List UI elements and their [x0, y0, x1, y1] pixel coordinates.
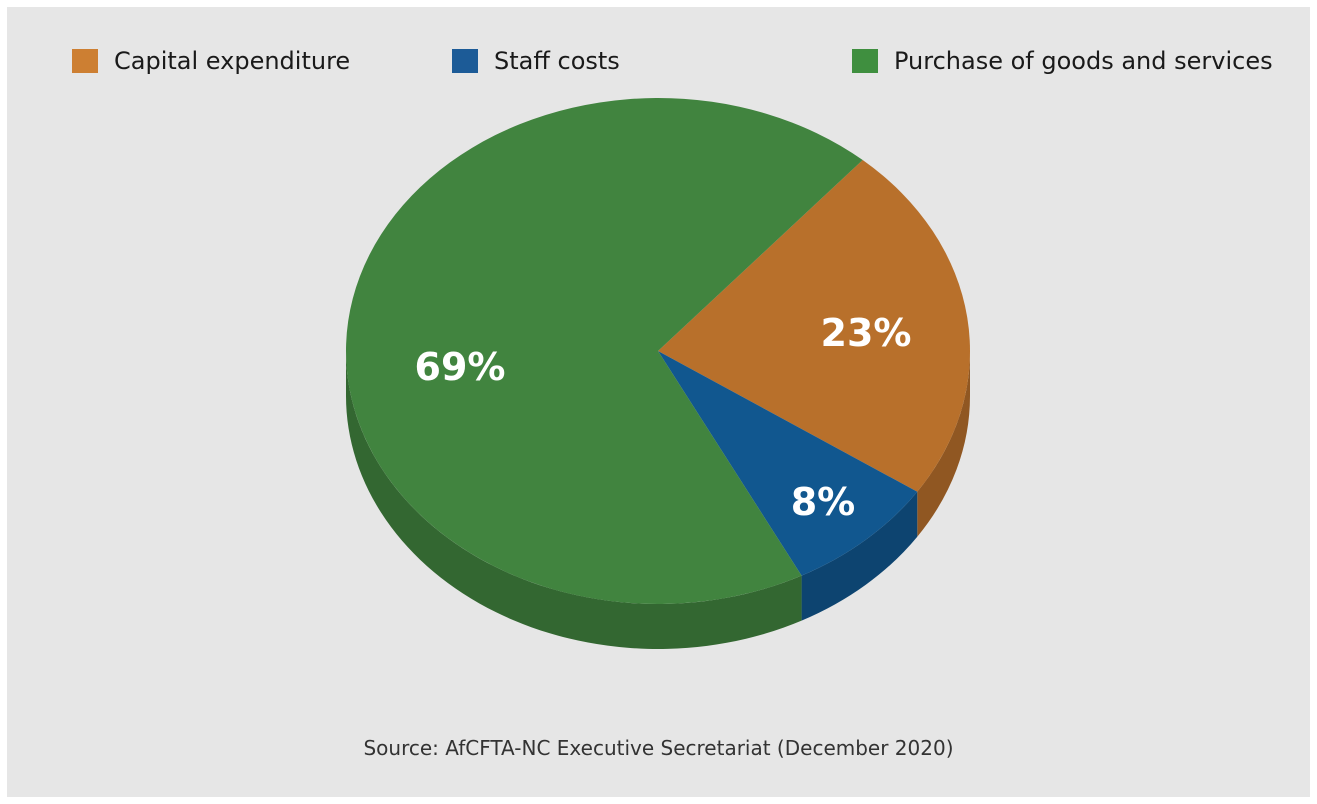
slice-label-2: 69%	[415, 345, 506, 389]
legend-label-staff-costs: Staff costs	[494, 47, 620, 75]
pie-side-2-0	[346, 351, 802, 649]
pie-tops	[346, 98, 971, 605]
legend-item-staff-costs: Staff costs	[452, 46, 620, 76]
source-note: Source: AfCFTA-NC Executive Secretariat …	[363, 736, 954, 760]
pie-sides	[346, 351, 970, 649]
pie-side-1-0	[801, 491, 918, 621]
legend-label-purchase-of-goods: Purchase of goods and services	[894, 47, 1273, 75]
pie-slice-0	[658, 160, 971, 492]
legend-item-capital-expenditure: Capital expenditure	[72, 46, 350, 76]
legend-label-capital-expenditure: Capital expenditure	[114, 47, 351, 75]
legend-item-purchase-of-goods: Purchase of goods and services	[852, 46, 1273, 76]
legend-swatch-capital-expenditure	[72, 49, 98, 73]
slice-label-0: 23%	[821, 311, 912, 355]
slice-label-1: 8%	[791, 480, 856, 524]
pie-labels: 23% 8% 69%	[415, 311, 912, 524]
pie-slice-2	[346, 98, 863, 605]
legend-swatch-staff-costs	[452, 49, 478, 73]
legend-swatch-purchase-of-goods	[852, 49, 878, 73]
pie-side-0-0	[917, 351, 970, 537]
pie-slice-1	[658, 351, 918, 576]
